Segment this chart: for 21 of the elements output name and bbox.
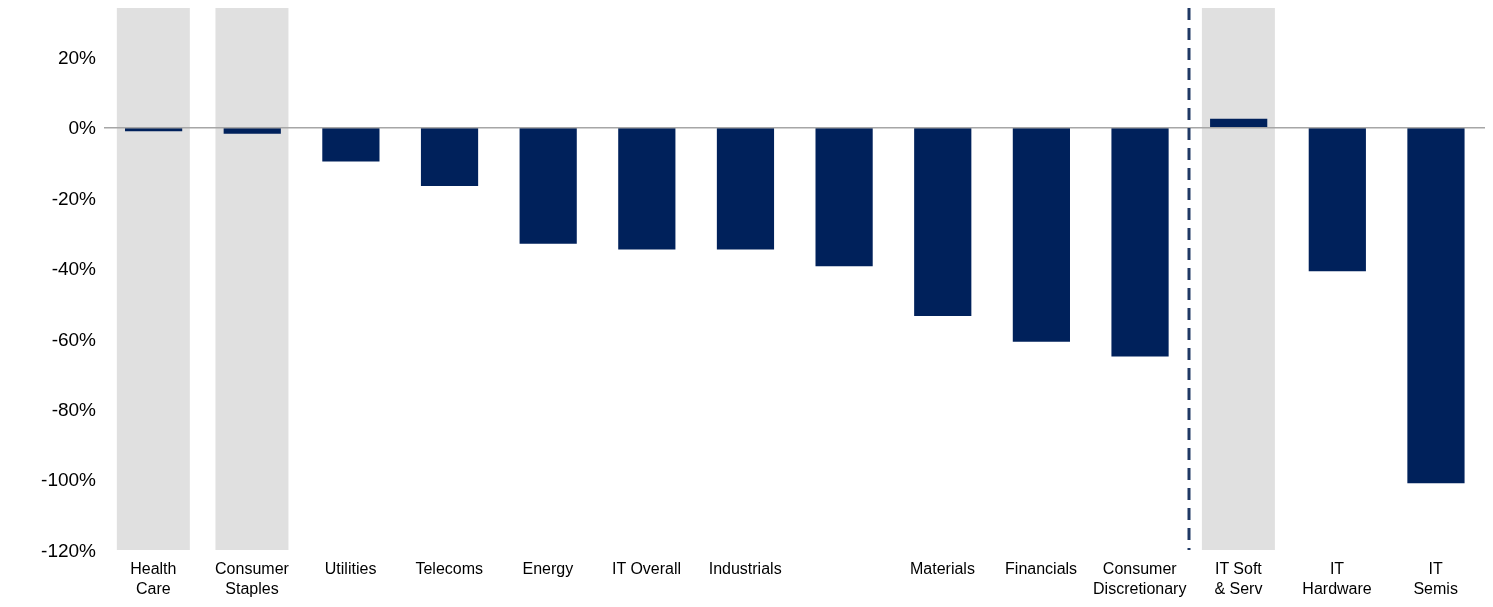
x-tick-label: Health Care — [130, 560, 177, 597]
y-tick-label: -80% — [51, 398, 97, 420]
y-tick-label: -20% — [51, 187, 97, 209]
x-tick-label: Energy — [522, 560, 574, 577]
x-tick-label: Consumer Discretionary — [1093, 560, 1187, 597]
y-tick-label: -40% — [51, 258, 97, 280]
x-tick-label: Telecoms — [415, 560, 484, 577]
x-tick-label: Financials — [1005, 560, 1078, 577]
x-tick-label: Industrials — [708, 560, 782, 577]
y-tick-label: -100% — [41, 469, 97, 491]
x-tick-label: IT Hardware — [1302, 560, 1372, 597]
y-tick-label: 20% — [57, 47, 97, 69]
y-tick-label: -60% — [51, 328, 97, 350]
x-tick-label: IT Overall — [612, 560, 682, 577]
x-tick-label: Consumer Staples — [215, 560, 290, 597]
x-tick-label: Materials — [910, 560, 975, 577]
x-tick-label: Utilities — [324, 560, 377, 577]
y-tick-label: -120% — [41, 539, 97, 561]
y-tick-label: 0% — [68, 117, 97, 139]
x-tick-label: IT Soft & Serv — [1214, 560, 1263, 597]
x-tick-label: IT Semis — [1413, 560, 1458, 597]
